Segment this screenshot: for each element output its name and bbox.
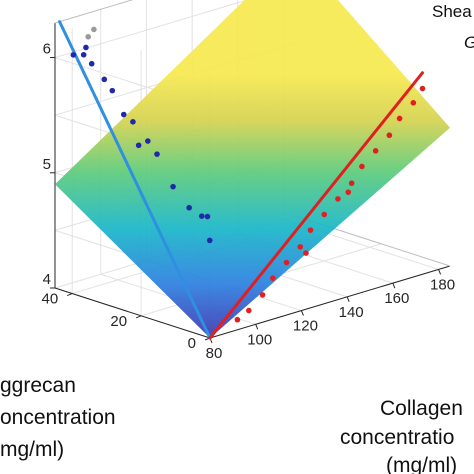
data-point [145,138,151,144]
data-point [246,307,252,314]
x-tick-mark [438,269,442,275]
x-tick-mark [300,310,304,316]
z-tick-label: 6 [43,41,51,58]
data-point [204,213,211,220]
y-tick-label: 0 [188,335,196,352]
data-point [359,163,365,170]
z-tick-label: 5 [43,156,51,173]
x-tick-label: 80 [206,345,223,362]
data-point [234,316,241,323]
data-point [130,119,136,125]
x-tick-label: 140 [339,304,364,321]
data-point [270,275,276,281]
data-point [410,100,417,106]
data-point [297,244,304,250]
data-point [120,111,127,118]
x-tick-label: 160 [384,290,409,307]
data-point [345,189,352,195]
data-point [372,148,379,154]
x-tick-label: 100 [247,331,272,348]
fit-line [58,20,212,340]
fit-lines-layer [58,20,424,340]
grid-line [54,0,249,59]
y-tick-mark [135,315,142,319]
data-point [88,60,95,67]
x-axis-label-line1: Collagen [380,397,463,420]
data-point [80,51,87,58]
x-axis-label-line2: concentratio [340,426,454,449]
x-tick-mark [392,282,396,289]
z-tick-label: 4 [43,271,51,288]
y-axis-label-line3: mg/ml) [0,438,64,461]
y-tick-label: 20 [110,313,127,330]
y-tick-mark [67,293,73,297]
data-point [70,52,77,58]
x-tick-label: 120 [293,318,318,335]
fit-line [208,71,424,340]
y-axis-line [54,287,211,339]
data-point [348,180,355,187]
data-point [91,26,97,33]
data-point [321,211,328,218]
data-point [307,227,314,233]
data-point [396,115,403,122]
x-tick-mark [346,296,350,303]
data-point [419,85,426,92]
x-tick-label: 180 [430,276,455,293]
data-point [386,132,393,139]
data-point [335,196,341,202]
data-points-layer [70,26,426,323]
data-point [198,213,205,219]
y-tick-label: 40 [42,291,59,308]
surface-plane [55,0,450,338]
x-axis-label-line3: (mg/ml) [386,454,457,474]
chart-subtitle: G [464,33,474,52]
tick-labels-layer: 80 100 120 140 160 180 0 20 40 4 5 6 [42,41,456,362]
chart-title: Shea [432,2,472,21]
data-point [101,76,108,83]
data-point [85,33,91,40]
data-point [186,204,192,211]
data-point [303,250,309,256]
top-edge [54,0,134,24]
data-point [283,259,290,266]
y-axis-label-line2: oncentration [0,406,116,429]
data-point [154,151,160,157]
y-axis-label-line1: ggrecan [0,374,76,397]
data-point [170,183,176,190]
data-point [135,142,142,149]
data-point [206,237,213,244]
data-point [83,44,89,51]
data-point [109,87,116,94]
x-tick-mark [255,324,259,330]
data-point [259,292,266,298]
x-axis-line [209,265,451,339]
